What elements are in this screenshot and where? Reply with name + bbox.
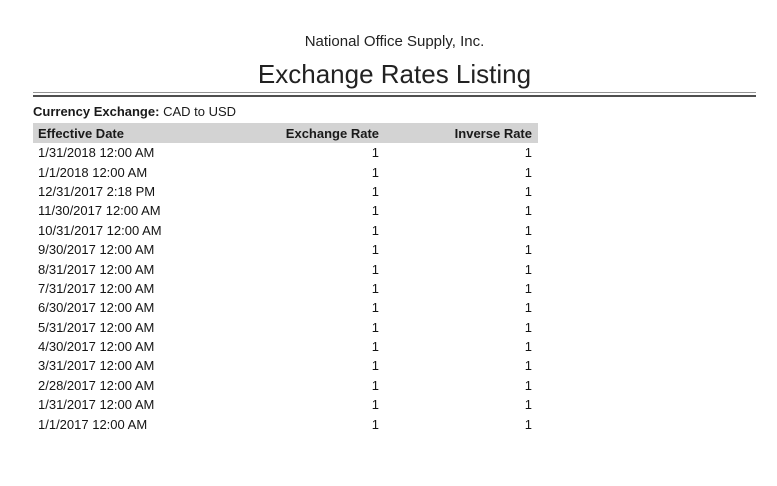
cell-exchange-rate: 1 bbox=[371, 339, 379, 355]
table-row: 1/1/2017 12:00 AM 1 1 bbox=[33, 414, 538, 433]
cell-inverse-rate: 1 bbox=[524, 416, 532, 432]
cell-exchange-rate: 1 bbox=[371, 261, 379, 277]
table-body: 1/31/2018 12:00 AM 1 1 1/1/2018 12:00 AM… bbox=[33, 143, 538, 434]
cell-effective-date: 6/30/2017 12:00 AM bbox=[38, 300, 155, 316]
filter-label: Currency Exchange: bbox=[33, 104, 160, 119]
header-rule bbox=[33, 92, 756, 97]
filter-value: CAD to USD bbox=[163, 104, 237, 119]
cell-effective-date: 1/31/2017 12:00 AM bbox=[38, 397, 155, 413]
cell-effective-date: 3/31/2017 12:00 AM bbox=[38, 358, 155, 374]
cell-exchange-rate: 1 bbox=[371, 416, 379, 432]
cell-exchange-rate: 1 bbox=[371, 242, 379, 258]
col-header-inverse-rate: Inverse Rate bbox=[385, 123, 538, 143]
table-row: 11/30/2017 12:00 AM 1 1 bbox=[33, 201, 538, 220]
cell-exchange-rate: 1 bbox=[371, 300, 379, 316]
cell-inverse-rate: 1 bbox=[524, 261, 532, 277]
cell-effective-date: 5/31/2017 12:00 AM bbox=[38, 319, 155, 335]
table-row: 5/31/2017 12:00 AM 1 1 bbox=[33, 318, 538, 337]
report-title: Exchange Rates Listing bbox=[257, 59, 532, 89]
cell-exchange-rate: 1 bbox=[371, 203, 379, 219]
cell-exchange-rate: 1 bbox=[371, 145, 379, 161]
cell-effective-date: 1/1/2018 12:00 AM bbox=[38, 164, 148, 180]
cell-inverse-rate: 1 bbox=[524, 280, 532, 296]
cell-inverse-rate: 1 bbox=[524, 319, 532, 335]
cell-effective-date: 12/31/2017 2:18 PM bbox=[38, 183, 156, 199]
cell-inverse-rate: 1 bbox=[524, 300, 532, 316]
cell-exchange-rate: 1 bbox=[371, 377, 379, 393]
exchange-rates-table: Effective Date Exchange Rate Inverse Rat… bbox=[33, 123, 538, 434]
cell-effective-date: 7/31/2017 12:00 AM bbox=[38, 280, 155, 296]
cell-exchange-rate: 1 bbox=[371, 319, 379, 335]
table-row: 6/30/2017 12:00 AM 1 1 bbox=[33, 298, 538, 317]
table-row: 4/30/2017 12:00 AM 1 1 bbox=[33, 337, 538, 356]
cell-inverse-rate: 1 bbox=[524, 397, 532, 413]
cell-inverse-rate: 1 bbox=[524, 339, 532, 355]
cell-inverse-rate: 1 bbox=[524, 358, 532, 374]
table-row: 1/1/2018 12:00 AM 1 1 bbox=[33, 162, 538, 181]
cell-effective-date: 11/30/2017 12:00 AM bbox=[38, 203, 161, 219]
table-row: 1/31/2017 12:00 AM 1 1 bbox=[33, 395, 538, 414]
col-header-effective-date: Effective Date bbox=[33, 123, 245, 143]
cell-exchange-rate: 1 bbox=[371, 183, 379, 199]
cell-effective-date: 1/1/2017 12:00 AM bbox=[38, 416, 148, 432]
cell-effective-date: 9/30/2017 12:00 AM bbox=[38, 242, 155, 258]
cell-inverse-rate: 1 bbox=[524, 164, 532, 180]
table-row: 12/31/2017 2:18 PM 1 1 bbox=[33, 182, 538, 201]
cell-inverse-rate: 1 bbox=[524, 145, 532, 161]
col-header-exchange-rate: Exchange Rate bbox=[245, 123, 385, 143]
cell-exchange-rate: 1 bbox=[371, 164, 379, 180]
table-row: 9/30/2017 12:00 AM 1 1 bbox=[33, 240, 538, 259]
table-row: 2/28/2017 12:00 AM 1 1 bbox=[33, 376, 538, 395]
table-header-row: Effective Date Exchange Rate Inverse Rat… bbox=[33, 123, 538, 143]
currency-exchange-filter: Currency Exchange: CAD to USD bbox=[33, 104, 756, 119]
cell-inverse-rate: 1 bbox=[524, 203, 532, 219]
table-row: 7/31/2017 12:00 AM 1 1 bbox=[33, 279, 538, 298]
company-name: National Office Supply, Inc. bbox=[304, 33, 485, 50]
cell-inverse-rate: 1 bbox=[524, 222, 532, 238]
table-row: 10/31/2017 12:00 AM 1 1 bbox=[33, 221, 538, 240]
table-row: 3/31/2017 12:00 AM 1 1 bbox=[33, 356, 538, 375]
cell-exchange-rate: 1 bbox=[371, 358, 379, 374]
table-row: 8/31/2017 12:00 AM 1 1 bbox=[33, 259, 538, 278]
cell-inverse-rate: 1 bbox=[524, 242, 532, 258]
cell-exchange-rate: 1 bbox=[371, 397, 379, 413]
cell-effective-date: 1/31/2018 12:00 AM bbox=[38, 145, 155, 161]
cell-inverse-rate: 1 bbox=[524, 377, 532, 393]
cell-exchange-rate: 1 bbox=[371, 222, 379, 238]
cell-effective-date: 2/28/2017 12:00 AM bbox=[38, 377, 155, 393]
cell-exchange-rate: 1 bbox=[371, 280, 379, 296]
table-header: Effective Date Exchange Rate Inverse Rat… bbox=[33, 123, 538, 143]
cell-effective-date: 10/31/2017 12:00 AM bbox=[38, 222, 162, 238]
cell-inverse-rate: 1 bbox=[524, 183, 532, 199]
report-page: National Office Supply, Inc. Exchange Ra… bbox=[0, 33, 777, 434]
cell-effective-date: 4/30/2017 12:00 AM bbox=[38, 339, 155, 355]
table-row: 1/31/2018 12:00 AM 1 1 bbox=[33, 143, 538, 162]
cell-effective-date: 8/31/2017 12:00 AM bbox=[38, 261, 155, 277]
